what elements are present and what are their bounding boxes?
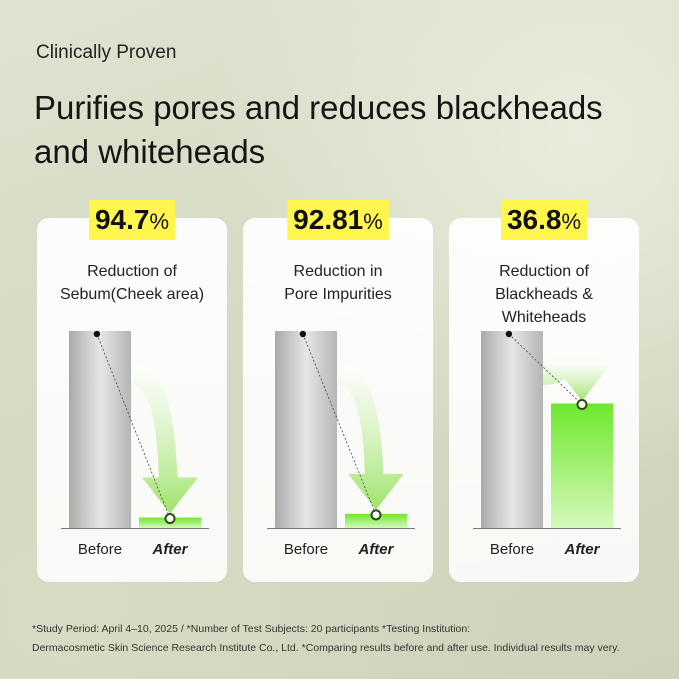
after-tick-label: After — [151, 541, 188, 558]
before-bar — [69, 331, 131, 528]
before-bar — [275, 331, 337, 528]
bar-chart: Before After — [61, 330, 209, 558]
stat-card-blackheads: 36.8% Reduction of Blackheads & Whitehea… — [449, 200, 639, 582]
card-label: Reduction in Pore Impurities — [284, 263, 392, 303]
trend-line — [302, 333, 377, 515]
after-bar — [551, 403, 613, 528]
percent-badge: 36.8% — [500, 200, 588, 240]
badge-value: 94.7 — [94, 204, 150, 235]
bar-chart: Before After — [473, 330, 621, 558]
footnote: *Study Period: April 4–10, 2025 / *Numbe… — [32, 620, 662, 658]
before-tick-label: Before — [490, 541, 534, 558]
card-label: Reduction of Blackheads & Whiteheads — [495, 263, 593, 326]
stat-card-pore-impurities: 92.81% Reduction in Pore Impurities Befo… — [243, 200, 433, 582]
badge-unit: % — [149, 209, 170, 234]
trend-line — [96, 333, 171, 519]
before-point — [505, 330, 513, 338]
badge-unit: % — [561, 209, 582, 234]
percent-badge: 92.81% — [287, 200, 389, 240]
stat-card-sebum: 94.7% Reduction of Sebum(Cheek area) Bef… — [37, 200, 227, 582]
bar-chart: Before After — [267, 330, 415, 558]
badge-unit: % — [363, 209, 383, 234]
card-label: Reduction of Sebum(Cheek area) — [59, 263, 205, 303]
after-point — [576, 398, 588, 410]
page-title: Purifies pores and reduces blackheads an… — [34, 89, 603, 170]
after-tick-label: After — [563, 541, 600, 558]
before-tick-label: Before — [78, 541, 122, 558]
footnote-line-1: *Study Period: April 4–10, 2025 / *Numbe… — [32, 623, 471, 635]
curved-arrow-icon — [543, 361, 610, 401]
eyebrow-text: Clinically Proven — [36, 42, 177, 63]
before-point — [299, 330, 307, 338]
before-point — [93, 330, 101, 338]
trend-line — [508, 333, 583, 405]
before-bar — [481, 331, 543, 528]
after-tick-label: After — [357, 541, 394, 558]
badge-value: 36.8 — [506, 204, 562, 235]
before-tick-label: Before — [284, 541, 328, 558]
footnote-line-2: Dermacosmetic Skin Science Research Inst… — [32, 642, 620, 654]
curved-arrow-icon — [337, 362, 404, 510]
after-point — [370, 509, 382, 521]
percent-badge: 94.7% — [88, 200, 176, 240]
after-point — [164, 513, 176, 525]
after-bar — [345, 513, 407, 528]
curved-arrow-icon — [131, 362, 198, 514]
badge-value: 92.81 — [293, 204, 364, 235]
